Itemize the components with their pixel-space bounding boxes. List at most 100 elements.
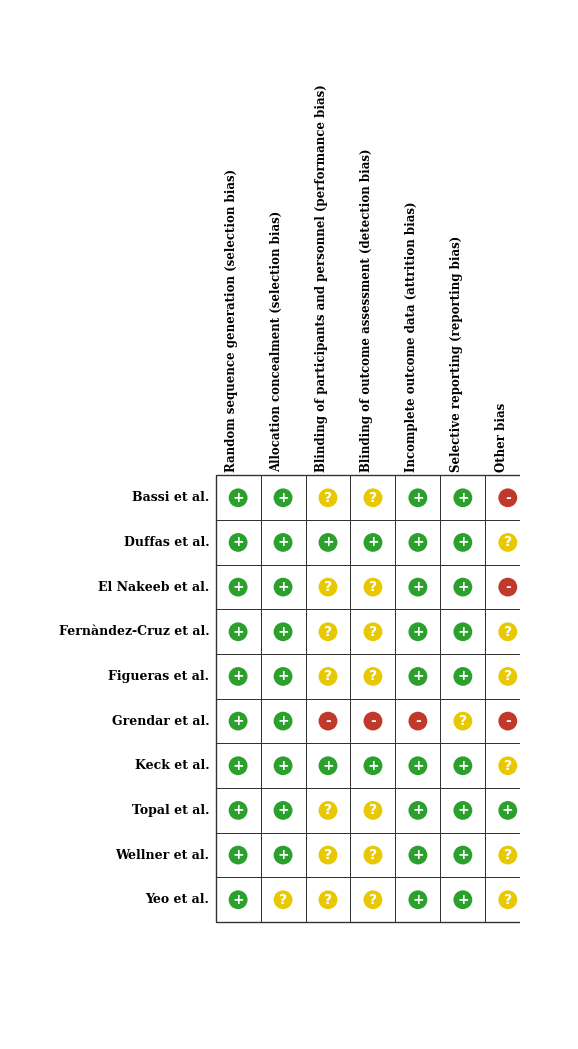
Ellipse shape xyxy=(409,533,427,552)
Ellipse shape xyxy=(273,711,292,730)
Ellipse shape xyxy=(498,489,517,507)
Bar xyxy=(350,744,395,788)
Bar xyxy=(306,744,350,788)
Text: ?: ? xyxy=(369,848,377,862)
Bar xyxy=(350,564,395,609)
Text: ?: ? xyxy=(504,625,512,639)
Bar xyxy=(395,609,440,655)
Text: +: + xyxy=(277,580,289,594)
Ellipse shape xyxy=(409,891,427,909)
Text: Blinding of outcome assessment (detection bias): Blinding of outcome assessment (detectio… xyxy=(360,148,373,472)
Ellipse shape xyxy=(453,801,472,819)
Ellipse shape xyxy=(229,622,247,641)
Text: +: + xyxy=(412,491,424,505)
Bar xyxy=(486,877,530,922)
Bar xyxy=(395,833,440,877)
Text: +: + xyxy=(412,669,424,684)
Bar xyxy=(440,520,486,564)
Ellipse shape xyxy=(498,845,517,864)
Bar xyxy=(486,699,530,744)
Text: +: + xyxy=(457,848,469,862)
Bar xyxy=(261,609,306,655)
Text: Grendar et al.: Grendar et al. xyxy=(112,714,209,728)
Text: ?: ? xyxy=(324,804,332,817)
Text: -: - xyxy=(505,491,511,505)
Bar xyxy=(306,475,350,520)
Bar xyxy=(395,564,440,609)
Bar xyxy=(261,655,306,699)
Bar xyxy=(216,788,261,833)
Ellipse shape xyxy=(498,711,517,730)
Ellipse shape xyxy=(318,756,338,775)
Ellipse shape xyxy=(318,578,338,597)
Text: +: + xyxy=(277,804,289,817)
Text: +: + xyxy=(232,714,244,728)
Bar xyxy=(216,609,261,655)
Text: ?: ? xyxy=(324,848,332,862)
Bar xyxy=(350,699,395,744)
Text: El Nakeeb et al.: El Nakeeb et al. xyxy=(98,580,209,594)
Ellipse shape xyxy=(453,756,472,775)
Ellipse shape xyxy=(229,891,247,909)
Text: +: + xyxy=(277,848,289,862)
Text: +: + xyxy=(457,669,469,684)
Ellipse shape xyxy=(409,711,427,730)
Text: -: - xyxy=(325,714,331,728)
Ellipse shape xyxy=(453,891,472,909)
Ellipse shape xyxy=(273,891,292,909)
Text: +: + xyxy=(457,491,469,505)
Bar xyxy=(306,699,350,744)
Text: ?: ? xyxy=(369,669,377,684)
Text: Other bias: Other bias xyxy=(495,403,508,472)
Bar xyxy=(486,744,530,788)
Text: +: + xyxy=(412,848,424,862)
Text: Keck et al.: Keck et al. xyxy=(135,759,209,772)
Ellipse shape xyxy=(453,667,472,686)
Text: Yeo et al.: Yeo et al. xyxy=(146,894,209,906)
Bar xyxy=(261,744,306,788)
Ellipse shape xyxy=(498,533,517,552)
Text: Random sequence generation (selection bias): Random sequence generation (selection bi… xyxy=(225,169,238,472)
Bar xyxy=(395,520,440,564)
Bar xyxy=(350,520,395,564)
Text: +: + xyxy=(457,893,469,906)
Text: +: + xyxy=(232,535,244,550)
Text: +: + xyxy=(412,758,424,773)
Ellipse shape xyxy=(229,578,247,597)
Ellipse shape xyxy=(229,533,247,552)
Text: ?: ? xyxy=(324,491,332,505)
Text: +: + xyxy=(412,625,424,639)
Text: +: + xyxy=(277,625,289,639)
Ellipse shape xyxy=(409,622,427,641)
Bar xyxy=(486,520,530,564)
Bar xyxy=(261,564,306,609)
Text: Topal et al.: Topal et al. xyxy=(132,804,209,817)
Text: +: + xyxy=(232,669,244,684)
Text: +: + xyxy=(232,893,244,906)
Ellipse shape xyxy=(273,845,292,864)
Ellipse shape xyxy=(273,667,292,686)
Text: +: + xyxy=(457,535,469,550)
Text: -: - xyxy=(415,714,421,728)
Text: +: + xyxy=(277,669,289,684)
Ellipse shape xyxy=(364,756,383,775)
Text: ?: ? xyxy=(279,893,287,906)
Text: +: + xyxy=(322,758,334,773)
Text: -: - xyxy=(505,580,511,594)
Bar xyxy=(306,833,350,877)
Bar xyxy=(306,609,350,655)
Ellipse shape xyxy=(453,622,472,641)
Bar xyxy=(440,744,486,788)
Ellipse shape xyxy=(364,845,383,864)
Text: ?: ? xyxy=(324,625,332,639)
Bar xyxy=(350,833,395,877)
Bar xyxy=(350,655,395,699)
Text: +: + xyxy=(232,804,244,817)
Ellipse shape xyxy=(409,756,427,775)
Bar xyxy=(261,699,306,744)
Text: +: + xyxy=(232,758,244,773)
Bar xyxy=(440,609,486,655)
Text: ?: ? xyxy=(324,669,332,684)
Bar xyxy=(261,877,306,922)
Bar xyxy=(306,788,350,833)
